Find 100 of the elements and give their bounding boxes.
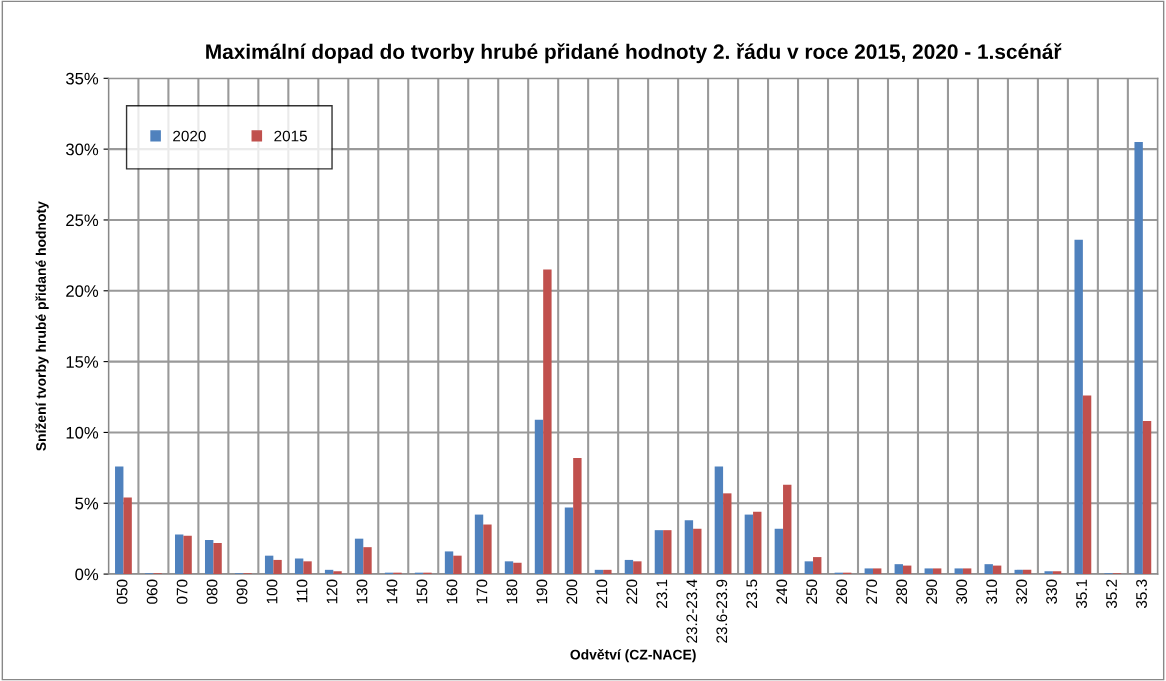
x-tick-label: 160 <box>446 579 458 604</box>
y-tick-label: 5% <box>75 497 99 510</box>
x-tick-label: 060 <box>146 579 158 604</box>
x-tick-label: 35.2 <box>1106 579 1117 609</box>
bar <box>684 520 694 575</box>
x-tick-label: 23.5 <box>746 579 758 608</box>
bar <box>902 565 912 575</box>
bar <box>444 551 454 575</box>
bar <box>654 530 664 575</box>
bar <box>264 555 274 575</box>
x-tick-label: 090 <box>236 579 248 604</box>
x-tick-label: 23.2-23.4 <box>686 579 698 643</box>
bar <box>723 493 732 575</box>
bar <box>474 514 484 575</box>
x-tick-label: 070 <box>176 579 188 604</box>
bar <box>624 559 634 575</box>
bar <box>603 569 612 575</box>
x-tick-label: 35.3 <box>1136 579 1147 609</box>
bar <box>294 558 304 575</box>
x-tick-label: 250 <box>806 579 818 604</box>
legend-label: 2020 <box>173 130 206 142</box>
bar <box>693 528 702 575</box>
x-tick-label: 300 <box>956 579 968 604</box>
bar <box>213 542 222 575</box>
bar <box>1134 142 1143 575</box>
y-tick-label: 0% <box>75 568 99 581</box>
x-tick-label: 280 <box>896 579 908 604</box>
y-tick-label: 25% <box>66 214 99 227</box>
x-tick-label: 220 <box>626 579 638 604</box>
bar <box>183 535 192 575</box>
x-tick-label: 310 <box>986 579 998 604</box>
bar <box>115 466 124 575</box>
x-tick-label: 190 <box>536 579 548 604</box>
bar <box>453 555 462 575</box>
x-tick-label: 330 <box>1046 579 1057 604</box>
bar <box>573 457 582 575</box>
bar <box>954 568 963 575</box>
x-axis-title: Odvětví (CZ-NACE) <box>570 649 696 663</box>
x-tick-label: 100 <box>266 579 278 604</box>
bar <box>663 530 672 575</box>
legend-label: 2015 <box>274 130 307 142</box>
bar <box>864 568 873 575</box>
bar <box>932 568 942 575</box>
x-tick-label: 080 <box>206 579 218 604</box>
bar <box>894 564 903 575</box>
bar <box>504 561 514 575</box>
x-tick-label: 150 <box>416 579 428 604</box>
chart-title: Maximální dopad do tvorby hrubé přidané hodnoty 2. řádu v roce 2015, 2020 - 1.scénář <box>206 43 1062 64</box>
y-tick-label: 10% <box>66 426 99 439</box>
bar <box>333 571 342 575</box>
bar <box>1142 421 1152 575</box>
bar <box>303 561 312 575</box>
y-axis-title: Snížení tvorby hrubé přidané hodnoty <box>35 201 49 451</box>
bar <box>783 484 792 575</box>
bar <box>363 547 372 575</box>
bar <box>354 538 364 575</box>
x-tick-label: 170 <box>476 579 488 604</box>
bar <box>513 562 522 575</box>
bar <box>984 564 993 575</box>
x-tick-label: 200 <box>566 579 578 604</box>
x-tick-label: 050 <box>116 579 128 604</box>
bar <box>744 514 754 575</box>
x-tick-label: 23.1 <box>656 579 668 608</box>
bar <box>924 568 933 575</box>
x-tick-label: 290 <box>926 579 938 604</box>
x-tick-label: 110 <box>296 579 308 603</box>
bar <box>534 419 544 575</box>
bar <box>962 568 972 575</box>
y-tick-label: 30% <box>65 143 99 156</box>
x-tick-label: 35.1 <box>1076 579 1087 609</box>
x-tick-label: 140 <box>386 579 398 604</box>
bar <box>992 565 1002 575</box>
bar <box>774 528 784 575</box>
x-tick-label: 23.6-23.9 <box>716 579 728 643</box>
bar <box>1052 571 1062 575</box>
x-tick-label: 180 <box>506 579 518 604</box>
bar <box>873 568 882 575</box>
bar <box>633 561 642 575</box>
bar <box>753 511 762 575</box>
bar <box>564 507 574 575</box>
bar <box>273 559 282 575</box>
bar <box>804 561 814 575</box>
x-tick-label: 320 <box>1016 579 1028 604</box>
x-tick-label: 270 <box>866 579 878 604</box>
y-tick-label: 20% <box>66 285 99 297</box>
bar <box>204 540 214 575</box>
bar <box>123 497 132 575</box>
x-tick-label: 120 <box>326 579 338 604</box>
bar <box>714 466 724 575</box>
bar <box>813 557 822 575</box>
y-tick-label: 15% <box>66 356 99 368</box>
bar <box>543 269 552 575</box>
bar <box>483 524 492 575</box>
x-tick-label: 210 <box>596 579 608 604</box>
x-tick-label: 130 <box>356 579 368 604</box>
x-tick-label: 240 <box>776 579 788 604</box>
y-tick-label: 35% <box>65 72 99 85</box>
x-tick-label: 260 <box>836 579 848 604</box>
bar <box>1044 571 1053 575</box>
bar <box>1074 239 1083 575</box>
